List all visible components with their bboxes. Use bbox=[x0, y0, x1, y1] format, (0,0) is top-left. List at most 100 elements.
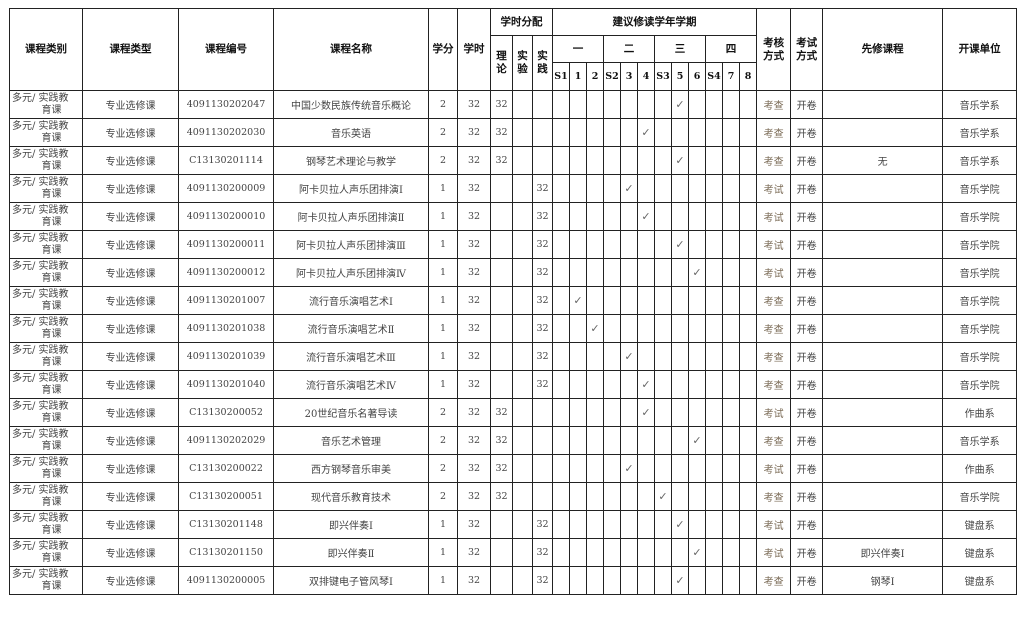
cell-semester-7 bbox=[722, 398, 741, 427]
cell-hours: 32 bbox=[457, 426, 491, 455]
cell-semester-7 bbox=[722, 454, 741, 483]
cell-name: 流行音乐演唱艺术Ⅳ bbox=[273, 370, 429, 399]
header-category: 课程类别 bbox=[9, 8, 83, 91]
check-icon: ✓ bbox=[641, 406, 651, 419]
cell-prereq bbox=[822, 286, 944, 315]
cell-credits: 2 bbox=[428, 454, 458, 483]
cell-semester-6: ✓ bbox=[688, 426, 707, 455]
cell-semester-S2 bbox=[603, 342, 622, 371]
cell-theory bbox=[490, 286, 513, 315]
cell-semester-4 bbox=[637, 314, 656, 343]
cell-semester-S3 bbox=[654, 370, 673, 399]
cell-type: 专业选修课 bbox=[82, 90, 179, 119]
cell-prereq bbox=[822, 118, 944, 147]
cell-category: 多元/ 实践教 育课 bbox=[9, 426, 83, 455]
cell-category: 多元/ 实践教 育课 bbox=[9, 118, 83, 147]
table-row: 多元/ 实践教 育课 专业选修课 C13130201114 钢琴艺术理论与教学 2 32 32… bbox=[9, 146, 1018, 175]
header-semester: 1 bbox=[569, 62, 588, 91]
cell-name: 阿卡贝拉人声乐团排演Ⅲ bbox=[273, 230, 429, 259]
cell-semester-4 bbox=[637, 426, 656, 455]
cell-semester-3 bbox=[620, 370, 639, 399]
cell-semester-S3 bbox=[654, 202, 673, 231]
cell-type: 专业选修课 bbox=[82, 118, 179, 147]
header-theory: 理论 bbox=[490, 35, 513, 91]
header-semester: S4 bbox=[705, 62, 724, 91]
cell-assessment: 考查 bbox=[756, 90, 792, 119]
table-header: 课程类别 课程类型 课程编号 课程名称 学分 学时 学时分配 建议修读学年学期 … bbox=[9, 8, 1018, 91]
check-icon: ✓ bbox=[658, 490, 668, 503]
cell-semester-S3 bbox=[654, 174, 673, 203]
cell-exam: 开卷 bbox=[790, 510, 824, 539]
cell-semester-S1 bbox=[552, 482, 571, 511]
cell-semester-S3 bbox=[654, 314, 673, 343]
cell-semester-8 bbox=[739, 482, 758, 511]
table-row: 多元/ 实践教 育课 专业选修课 4091130202029 音乐艺术管理 2 32 32 ✓ 考… bbox=[9, 426, 1018, 455]
cell-exam: 开卷 bbox=[790, 342, 824, 371]
check-icon: ✓ bbox=[692, 546, 702, 559]
cell-unit: 音乐学系 bbox=[942, 426, 1018, 455]
header-name: 课程名称 bbox=[273, 8, 429, 91]
check-icon: ✓ bbox=[692, 434, 702, 447]
header-semester: 2 bbox=[586, 62, 605, 91]
cell-semester-S3 bbox=[654, 286, 673, 315]
cell-name: 中国少数民族传统音乐概论 bbox=[273, 90, 429, 119]
cell-assessment: 考试 bbox=[756, 230, 792, 259]
cell-semester-3 bbox=[620, 118, 639, 147]
cell-unit: 音乐学院 bbox=[942, 258, 1018, 287]
cell-credits: 2 bbox=[428, 90, 458, 119]
cell-semester-7 bbox=[722, 370, 741, 399]
cell-credits: 1 bbox=[428, 230, 458, 259]
cell-semester-2 bbox=[586, 118, 605, 147]
cell-assessment: 考试 bbox=[756, 454, 792, 483]
cell-hours: 32 bbox=[457, 566, 491, 595]
header-code: 课程编号 bbox=[178, 8, 274, 91]
cell-semester-1 bbox=[569, 342, 588, 371]
cell-semester-8 bbox=[739, 118, 758, 147]
cell-code: C13130200022 bbox=[178, 454, 274, 483]
cell-semester-6 bbox=[688, 566, 707, 595]
cell-code: 4091130200009 bbox=[178, 174, 274, 203]
cell-practice: 32 bbox=[531, 258, 554, 287]
cell-semester-6 bbox=[688, 90, 707, 119]
cell-code: C13130201150 bbox=[178, 538, 274, 567]
cell-unit: 作曲系 bbox=[942, 454, 1018, 483]
cell-unit: 键盘系 bbox=[942, 566, 1018, 595]
cell-semester-6 bbox=[688, 370, 707, 399]
cell-lab bbox=[512, 342, 533, 371]
cell-semester-8 bbox=[739, 398, 758, 427]
cell-type: 专业选修课 bbox=[82, 174, 179, 203]
cell-semester-6 bbox=[688, 202, 707, 231]
cell-semester-5 bbox=[671, 538, 690, 567]
cell-name: 阿卡贝拉人声乐团排演Ⅰ bbox=[273, 174, 429, 203]
cell-category: 多元/ 实践教 育课 bbox=[9, 90, 83, 119]
cell-code: C13130200051 bbox=[178, 482, 274, 511]
cell-semester-8 bbox=[739, 566, 758, 595]
cell-semester-4 bbox=[637, 286, 656, 315]
cell-credits: 1 bbox=[428, 314, 458, 343]
check-icon: ✓ bbox=[641, 378, 651, 391]
cell-semester-S1 bbox=[552, 510, 571, 539]
cell-exam: 开卷 bbox=[790, 90, 824, 119]
cell-semester-2 bbox=[586, 370, 605, 399]
cell-type: 专业选修课 bbox=[82, 398, 179, 427]
cell-practice: 32 bbox=[531, 566, 554, 595]
cell-assessment: 考查 bbox=[756, 314, 792, 343]
cell-semester-5 bbox=[671, 370, 690, 399]
cell-semester-S3: ✓ bbox=[654, 482, 673, 511]
cell-assessment: 考试 bbox=[756, 538, 792, 567]
header-practice: 实践 bbox=[531, 35, 554, 91]
table-row: 多元/ 实践教 育课 专业选修课 4091130202030 音乐英语 2 32 32 ✓ 考查开… bbox=[9, 118, 1018, 147]
cell-semester-S1 bbox=[552, 202, 571, 231]
cell-lab bbox=[512, 538, 533, 567]
cell-lab bbox=[512, 482, 533, 511]
cell-semester-1 bbox=[569, 202, 588, 231]
cell-lab bbox=[512, 398, 533, 427]
cell-type: 专业选修课 bbox=[82, 370, 179, 399]
cell-semester-2 bbox=[586, 230, 605, 259]
table-row: 多元/ 实践教 育课 专业选修课 C13130201148 即兴伴奏Ⅰ 1 32 32 ✓ 考试开… bbox=[9, 510, 1018, 539]
cell-unit: 音乐学系 bbox=[942, 90, 1018, 119]
cell-assessment: 考试 bbox=[756, 398, 792, 427]
cell-semester-S4 bbox=[705, 482, 724, 511]
cell-theory: 32 bbox=[490, 90, 513, 119]
cell-semester-5 bbox=[671, 286, 690, 315]
